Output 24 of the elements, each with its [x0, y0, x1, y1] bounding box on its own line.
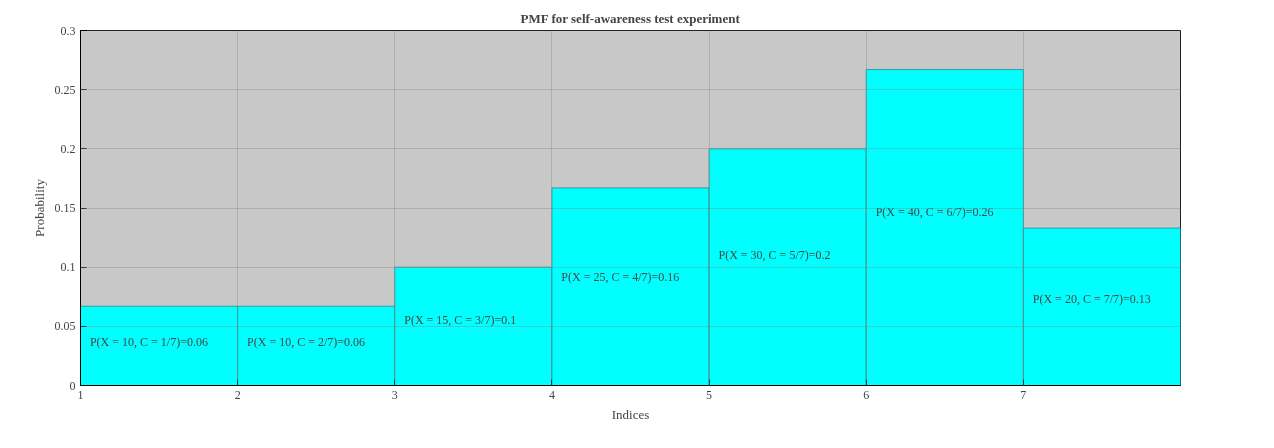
annotation: P(X = 10, C = 1/7)=0.06: [89, 334, 208, 349]
annotation: P(X = 20, C = 7/7)=0.13: [1032, 291, 1151, 306]
x-axis-title: Indices: [611, 406, 650, 422]
y-tick-label: 0.25: [54, 82, 76, 97]
annotation: P(X = 40, C = 6/7)=0.26: [875, 204, 994, 219]
chart-title: PMF for self-awareness test experiment: [520, 10, 741, 26]
annotation: P(X = 15, C = 3/7)=0.1: [404, 313, 517, 328]
x-tick-label: 7: [1020, 387, 1027, 402]
annotation: P(X = 25, C = 4/7)=0.16: [561, 269, 680, 284]
y-tick-label: 0.2: [60, 141, 76, 156]
annotation: P(X = 10, C = 2/7)=0.06: [247, 334, 366, 349]
y-tick-label: 0.15: [54, 201, 76, 215]
y-tick-label: 0.1: [60, 260, 76, 275]
y-axis-title: Probability: [31, 178, 47, 237]
x-tick-label: 3: [391, 387, 398, 402]
x-tick-label: 5: [706, 387, 713, 402]
x-tick-label: 2: [234, 387, 241, 402]
x-tick-label: 4: [548, 387, 555, 402]
y-tick-label: 0.05: [54, 319, 76, 334]
y-tick-label: 0.3: [60, 23, 76, 38]
x-tick-label: 6: [863, 387, 870, 402]
y-tick-label: 0: [69, 378, 76, 393]
x-tick-label: 1: [77, 387, 84, 402]
annotation: P(X = 30, C = 5/7)=0.2: [718, 248, 831, 263]
